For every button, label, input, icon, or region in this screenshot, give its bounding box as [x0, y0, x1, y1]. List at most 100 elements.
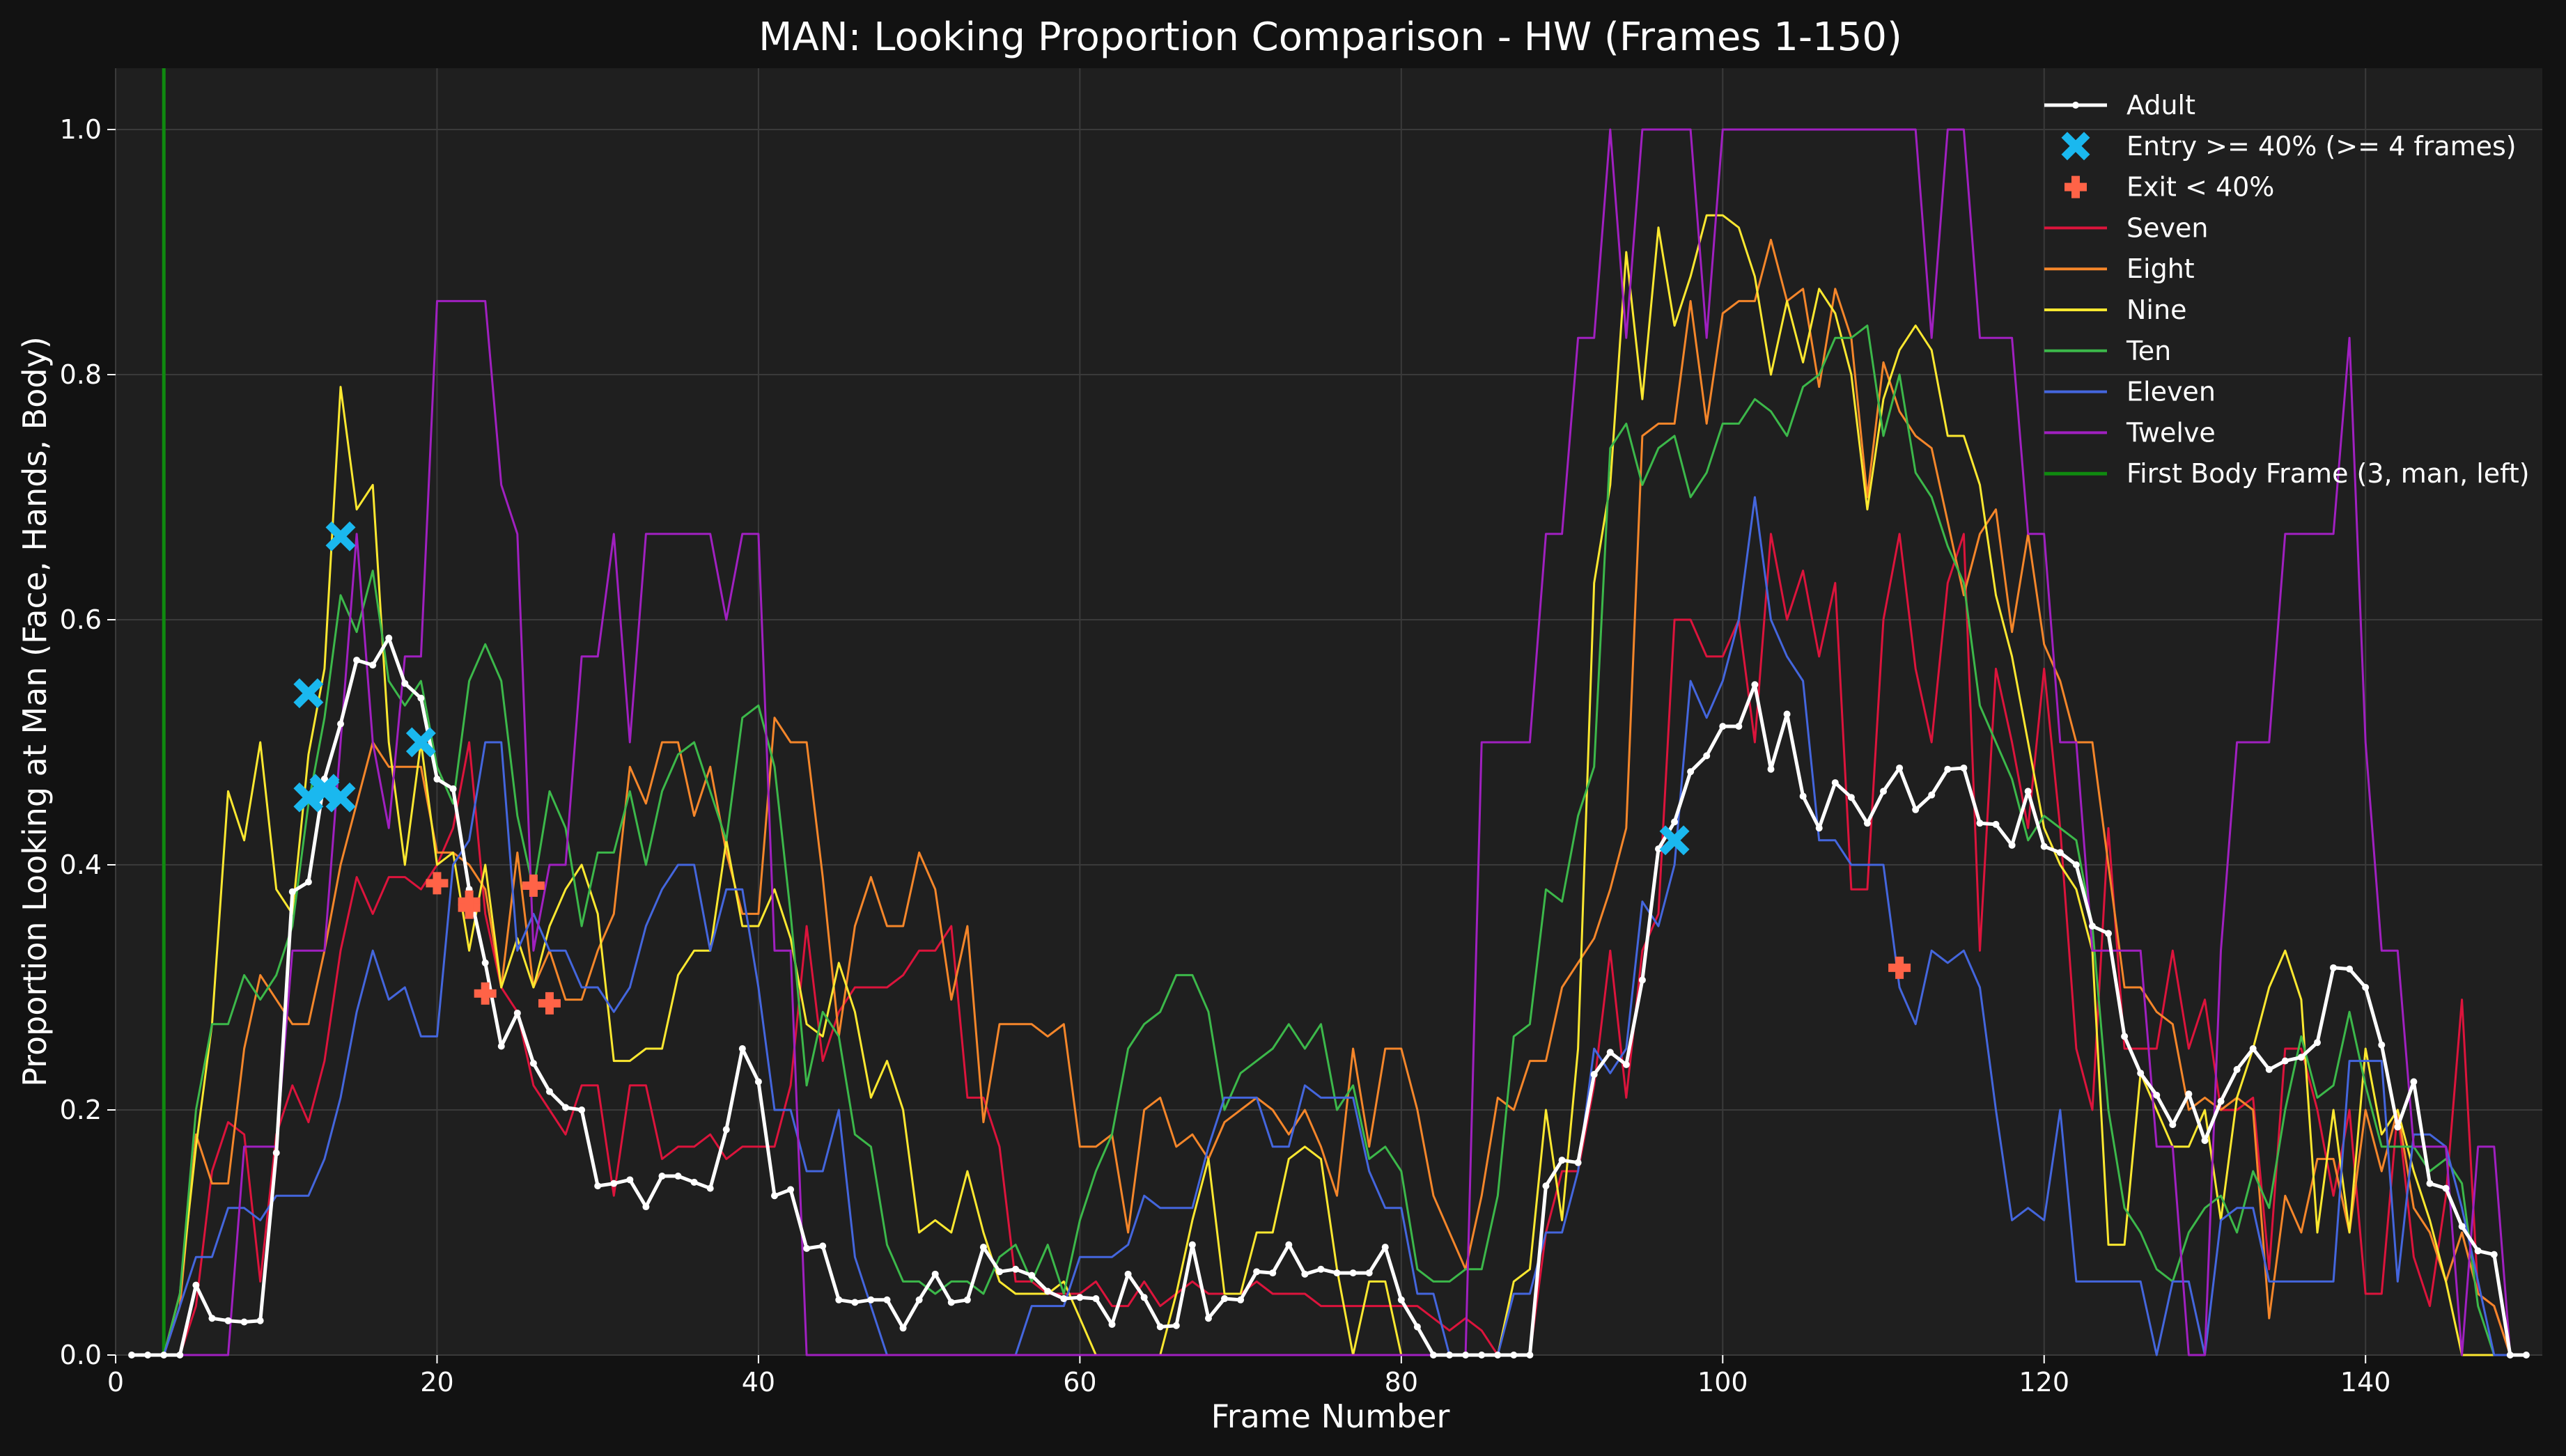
adult-point [1381, 1244, 1389, 1251]
adult-point [1317, 1265, 1325, 1273]
exit-marker [426, 872, 449, 895]
y-tick-label: 0.4 [60, 850, 102, 880]
adult-point [2297, 1054, 2305, 1061]
adult-point [1108, 1321, 1116, 1328]
adult-point [2169, 1121, 2177, 1129]
plot-area [116, 68, 2542, 1355]
x-tick-label: 140 [2340, 1367, 2391, 1398]
y-tick-label: 0.8 [60, 359, 102, 390]
exit-marker [474, 982, 497, 1005]
adult-point [642, 1203, 650, 1211]
adult-point [947, 1299, 955, 1306]
adult-point [1012, 1265, 1020, 1273]
adult-point [481, 959, 489, 966]
adult-point [1462, 1352, 1470, 1359]
adult-point [256, 1317, 264, 1324]
adult-point [208, 1315, 216, 1322]
adult-point [1221, 1295, 1229, 1303]
adult-point [738, 1045, 746, 1052]
adult-point [1574, 1159, 1582, 1166]
adult-point [2458, 1223, 2466, 1230]
adult-point [1654, 845, 1662, 853]
adult-point [963, 1296, 971, 1304]
adult-point [1140, 1294, 1148, 1301]
adult-point [1992, 820, 2000, 828]
adult-point [1815, 824, 1823, 832]
adult-point [1590, 1070, 1598, 1078]
adult-point [610, 1180, 618, 1187]
exit-marker [458, 896, 481, 919]
adult-point [2490, 1251, 2498, 1258]
adult-point [2024, 788, 2032, 795]
adult-point [160, 1352, 168, 1359]
adult-point [1622, 1060, 1630, 1068]
exit-marker [1888, 956, 1911, 979]
adult-point [722, 1126, 730, 1134]
y-axis-label: Proportion Looking at Man (Face, Hands, … [16, 336, 54, 1087]
entry-marker-stroke [405, 727, 436, 758]
adult-point [2056, 849, 2064, 856]
adult-point [545, 1088, 553, 1095]
grid [115, 68, 2542, 1356]
series-line-eight [132, 238, 2526, 1356]
series-line-eleven [132, 496, 2526, 1356]
adult-point [337, 720, 345, 728]
exit-marker-bar [481, 982, 490, 1005]
adult-point [128, 1352, 136, 1359]
series-line-nine [132, 214, 2526, 1356]
adult-point [1783, 710, 1791, 718]
adult-point [1687, 768, 1695, 776]
adult-point [1478, 1352, 1486, 1359]
adult-point [2346, 965, 2354, 973]
adult-point [899, 1324, 907, 1332]
legend-item-eight: Eight [2044, 253, 2195, 284]
adult-point [690, 1178, 698, 1186]
adult-point [2121, 1033, 2129, 1040]
adult-point [369, 662, 377, 669]
adult-point [1831, 779, 1839, 787]
adult-point [1076, 1294, 1084, 1301]
entry-marker-stroke [2061, 132, 2090, 161]
legend-item-eleven: Eleven [2044, 377, 2216, 407]
adult-point [1526, 1352, 1534, 1359]
adult-point [1446, 1352, 1454, 1359]
x-tick-label: 40 [742, 1367, 775, 1398]
y-tick-label: 1.0 [60, 114, 102, 145]
adult-point [1156, 1323, 1164, 1331]
legend-label: Seven [2126, 212, 2208, 243]
adult-point [1253, 1268, 1261, 1276]
entry-marker-stroke [1659, 825, 1690, 856]
adult-point [1896, 764, 1904, 772]
adult-point [2217, 1097, 2225, 1105]
adult-point [1301, 1270, 1309, 1278]
adult-point [2394, 1123, 2402, 1131]
adult-point [1204, 1315, 1212, 1322]
adult-point [2330, 964, 2338, 971]
adult-point [1188, 1241, 1196, 1248]
x-tick-label: 60 [1063, 1367, 1096, 1398]
adult-point [240, 1318, 248, 1326]
legend-label: First Body Frame (3, man, left) [2126, 458, 2530, 489]
adult-point [2410, 1078, 2418, 1086]
adult-point [770, 1192, 778, 1200]
adult-point [497, 1042, 505, 1050]
legend-label: Nine [2126, 295, 2186, 325]
adult-point [224, 1317, 232, 1324]
adult-point [1092, 1295, 1100, 1303]
entry-marker [293, 678, 324, 709]
adult-point [433, 775, 441, 783]
x-tick-label: 80 [1385, 1367, 1418, 1398]
adult-point [1044, 1287, 1052, 1295]
adult-point [2249, 1045, 2257, 1052]
legend-label: Adult [2126, 90, 2195, 120]
adult-point [2040, 843, 2048, 850]
adult-point [1237, 1296, 1245, 1304]
exit-marker-bar [465, 896, 474, 919]
adult-point [1960, 764, 1968, 772]
adult-point [320, 775, 328, 783]
legend-item-seven: Seven [2044, 212, 2208, 243]
adult-point [1285, 1241, 1293, 1248]
entry-marker-stroke [309, 774, 340, 804]
exit-marker-bar [545, 992, 554, 1015]
adult-point [2442, 1184, 2450, 1192]
